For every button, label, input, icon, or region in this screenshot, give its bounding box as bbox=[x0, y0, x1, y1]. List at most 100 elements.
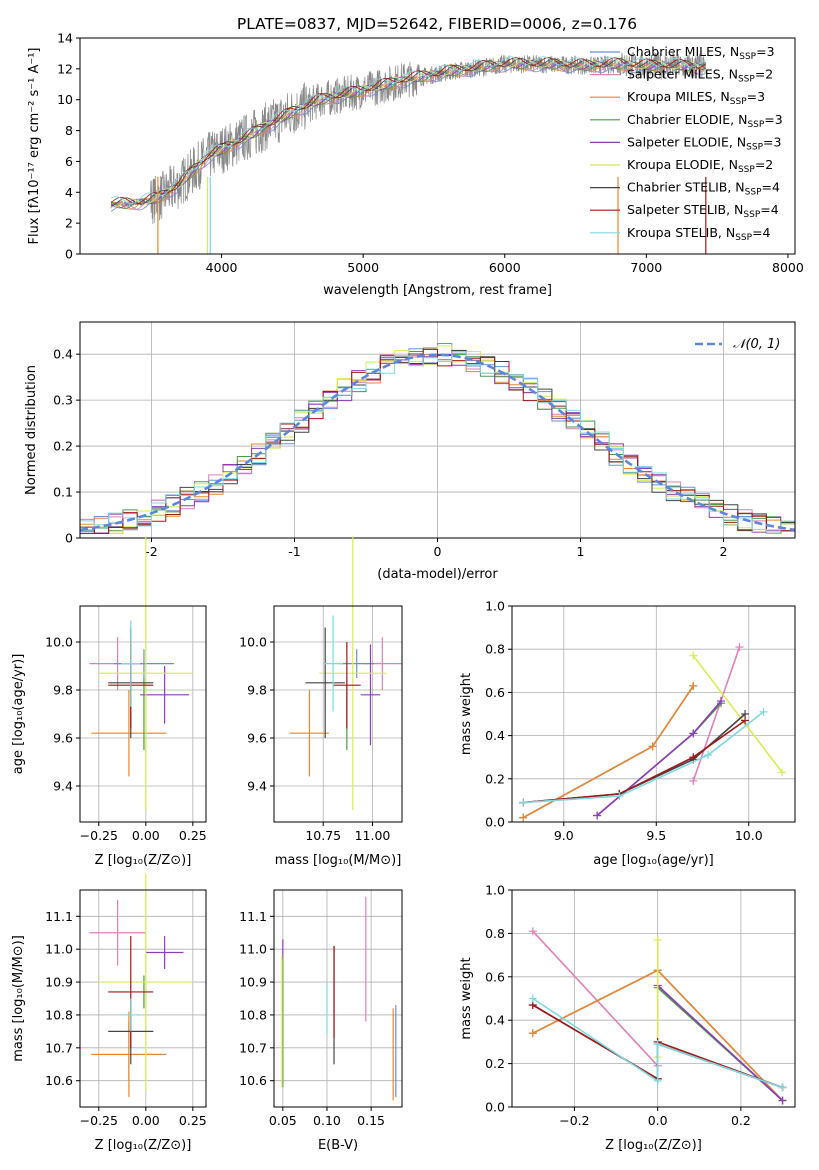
x-tick-label: 0.10 bbox=[313, 1113, 341, 1128]
series-line-salpeter_miles bbox=[532, 930, 659, 1067]
legend-entry: Chabrier ELODIE, NSSP=3 bbox=[627, 112, 783, 130]
y-tick-label: 2 bbox=[65, 216, 73, 231]
y-axis-label: Flux [fλ10⁻¹⁷ erg cm⁻² s⁻¹ A⁻¹] bbox=[27, 48, 42, 245]
x-tick-label: −0.2 bbox=[559, 1113, 589, 1128]
x-tick-label: 0.0 bbox=[648, 1113, 668, 1128]
y-tick-label: 0.4 bbox=[485, 728, 505, 743]
y-tick-label: 9.4 bbox=[53, 779, 73, 794]
x-tick-label: 0.15 bbox=[357, 1113, 385, 1128]
axes-frame bbox=[511, 605, 796, 823]
y-tick-label: 10.0 bbox=[239, 635, 267, 650]
x-tick-label: 6000 bbox=[489, 260, 521, 275]
y-axis-label: Normed distribution bbox=[24, 365, 39, 495]
y-tick-label: 0.4 bbox=[53, 347, 73, 362]
y-tick-label: 0 bbox=[65, 531, 73, 546]
x-axis-label: (data-model)/error bbox=[377, 567, 498, 582]
legend-entry: Chabrier STELIB, NSSP=4 bbox=[627, 180, 780, 198]
x-tick-label: −0.25 bbox=[80, 1113, 118, 1128]
y-tick-label: 0.6 bbox=[485, 685, 505, 700]
x-tick-label: 10.75 bbox=[305, 828, 341, 843]
y-tick-label: 10.9 bbox=[239, 975, 267, 990]
y-tick-label: 9.8 bbox=[53, 683, 73, 698]
x-tick-label: 8000 bbox=[772, 260, 804, 275]
series-line-salpeter_elodie bbox=[657, 984, 784, 1102]
y-axis-label: mass weight bbox=[459, 957, 474, 1039]
legend-entry: 𝒩(0, 1) bbox=[733, 337, 780, 352]
axes-frame bbox=[79, 889, 207, 1108]
x-tick-label: -2 bbox=[145, 544, 157, 559]
legend-entry: Kroupa MILES, NSSP=3 bbox=[627, 89, 765, 107]
x-tick-label: 11.00 bbox=[355, 828, 391, 843]
y-tick-label: 10.8 bbox=[45, 1007, 73, 1022]
y-tick-label: 9.4 bbox=[247, 779, 267, 794]
x-tick-label: 1 bbox=[577, 544, 585, 559]
x-tick-label: 10.0 bbox=[735, 828, 763, 843]
legend-entry: Kroupa ELODIE, NSSP=2 bbox=[627, 157, 773, 175]
histogram-kroupa_stelib bbox=[80, 351, 795, 534]
y-tick-label: 10.6 bbox=[45, 1073, 73, 1088]
x-axis-label: mass [log₁₀(M/M⊙)] bbox=[275, 853, 402, 868]
x-tick-label: 0 bbox=[434, 544, 442, 559]
model-spectrum-chabrier_miles bbox=[110, 63, 707, 212]
axes-frame bbox=[273, 889, 403, 1108]
y-tick-label: 1.0 bbox=[485, 883, 505, 898]
y-tick-label: 1.0 bbox=[485, 599, 505, 614]
legend-entry: Salpeter ELODIE, NSSP=3 bbox=[627, 134, 781, 152]
y-tick-label: 0 bbox=[65, 247, 73, 262]
y-tick-label: 0.2 bbox=[485, 1056, 505, 1071]
legend-entry: Salpeter STELIB, NSSP=4 bbox=[627, 202, 779, 220]
y-tick-label: 9.6 bbox=[247, 731, 267, 746]
y-tick-label: 11.0 bbox=[45, 942, 73, 957]
y-tick-label: 11.0 bbox=[239, 942, 267, 957]
y-tick-label: 0.4 bbox=[485, 1013, 505, 1028]
x-axis-label: E(B-V) bbox=[318, 1138, 358, 1153]
x-tick-label: 4000 bbox=[206, 260, 238, 275]
y-tick-label: 0.8 bbox=[485, 642, 505, 657]
y-tick-label: 10.0 bbox=[45, 635, 73, 650]
y-tick-label: 10.7 bbox=[45, 1040, 73, 1055]
normal-curve bbox=[79, 353, 796, 532]
x-axis-label: Z [log₁₀(Z/Z⊙)] bbox=[95, 1138, 192, 1153]
spectrum-title: PLATE=0837, MJD=52642, FIBERID=0006, z=0… bbox=[237, 15, 637, 33]
x-tick-label: 0.00 bbox=[132, 1113, 160, 1128]
y-tick-label: 10.8 bbox=[239, 1007, 267, 1022]
model-spectrum-kroupa_stelib bbox=[110, 56, 706, 204]
y-axis-label: mass [log₁₀(M/M⊙)] bbox=[11, 935, 26, 1062]
x-tick-label: 0.25 bbox=[179, 828, 207, 843]
y-tick-label: 9.8 bbox=[247, 683, 267, 698]
series-line-kroupa_stelib bbox=[523, 711, 765, 804]
series-line-salpeter_stelib bbox=[523, 719, 746, 804]
y-tick-label: 0.2 bbox=[485, 771, 505, 786]
x-tick-label: 7000 bbox=[630, 260, 662, 275]
y-tick-label: 9.6 bbox=[53, 731, 73, 746]
axes-frame bbox=[79, 605, 207, 823]
x-axis-label: Z [log₁₀(Z/Z⊙)] bbox=[95, 853, 192, 868]
y-tick-label: 0.0 bbox=[485, 815, 505, 830]
x-tick-label: 5000 bbox=[347, 260, 379, 275]
legend-entry: Kroupa STELIB, NSSP=4 bbox=[627, 225, 771, 243]
x-tick-label: −0.25 bbox=[80, 828, 118, 843]
legend-entry: Salpeter MILES, NSSP=2 bbox=[627, 67, 773, 85]
series-line-kroupa_stelib bbox=[532, 997, 783, 1089]
model-spectrum-chabrier_stelib bbox=[110, 58, 707, 207]
y-tick-label: 0.1 bbox=[53, 485, 73, 500]
y-tick-label: 0.2 bbox=[53, 439, 73, 454]
x-tick-label: 9.5 bbox=[646, 828, 666, 843]
spectrum-plot-area bbox=[110, 51, 707, 254]
legend-entry: Chabrier MILES, NSSP=3 bbox=[627, 44, 775, 62]
axes-frame bbox=[79, 37, 796, 255]
x-axis-label: wavelength [Angstrom, rest frame] bbox=[323, 283, 552, 298]
y-tick-label: 6 bbox=[65, 154, 73, 169]
axes-frame bbox=[273, 605, 403, 823]
x-tick-label: 0.2 bbox=[731, 1113, 751, 1128]
y-tick-label: 11.1 bbox=[45, 909, 73, 924]
model-spectrum-salpeter_stelib bbox=[110, 57, 707, 205]
y-tick-label: 10.7 bbox=[239, 1040, 267, 1055]
y-tick-label: 0.3 bbox=[53, 393, 73, 408]
x-axis-label: Z [log₁₀(Z/Z⊙)] bbox=[605, 1138, 702, 1153]
y-tick-label: 10 bbox=[57, 92, 73, 107]
x-tick-label: 0.05 bbox=[269, 1113, 297, 1128]
y-tick-label: 0.6 bbox=[485, 969, 505, 984]
model-spectrum-kroupa_elodie bbox=[110, 59, 706, 208]
y-tick-label: 11.1 bbox=[239, 909, 267, 924]
